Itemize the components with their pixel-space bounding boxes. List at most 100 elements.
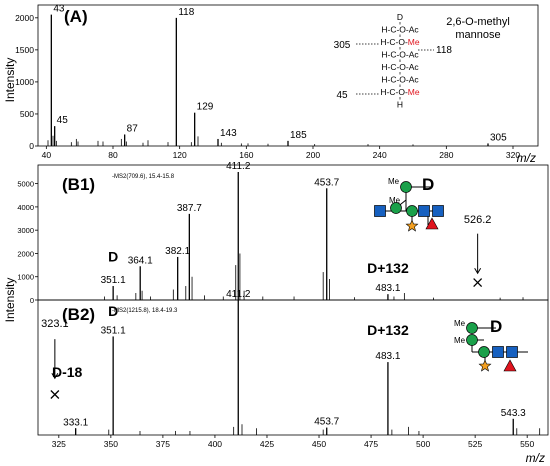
methyl-label: Me (389, 196, 401, 205)
peak-label: 453.7 (314, 177, 339, 188)
structure-text: H (397, 100, 403, 110)
panel-b1-annotations: D D+132 526.2 (108, 214, 492, 288)
panel-b2-annotations: 323.1 D-18 D D+132 (41, 303, 409, 399)
x-tick-label: 550 (520, 439, 534, 449)
x-tick-label: 160 (239, 150, 253, 160)
panel-b2-xlabel: m/z (526, 451, 545, 465)
glcnac-icon (432, 205, 444, 217)
glycan-diagram-b1: Me Me D (374, 175, 444, 232)
structure-row: H-C-O-Ac (381, 75, 419, 85)
panel-b1-label: (B1) (62, 175, 95, 194)
peak-label: 382.1 (165, 246, 190, 257)
mannose-icon (400, 181, 412, 193)
structure-text: H-C-O- (380, 87, 408, 97)
peak-label: 87 (127, 123, 139, 134)
peak-label: 143 (220, 128, 237, 139)
structure-text: H-C-O-Ac (381, 25, 419, 35)
peak-label: 483.1 (375, 283, 400, 294)
peak-label: 351.1 (101, 325, 126, 336)
mannose-icon (478, 346, 490, 358)
arrow-head (474, 267, 482, 275)
methyl-group: Me (408, 37, 420, 47)
annotation: D (108, 303, 118, 319)
x-tick-label: 350 (104, 439, 118, 449)
y-tick-label: 2000 (17, 249, 34, 258)
structure-row: H (397, 100, 403, 110)
fucose-icon (503, 359, 517, 372)
x-tick-label: 120 (173, 150, 187, 160)
x-tick-label: 325 (52, 439, 66, 449)
peak-label: 129 (197, 102, 214, 113)
structure-row: H-C-O-Ac (381, 62, 419, 72)
peak-label: 453.7 (314, 417, 339, 428)
structure-text: H-C-O-Ac (381, 75, 419, 85)
x-tick-label: 200 (306, 150, 320, 160)
x-tick-label: 400 (208, 439, 222, 449)
glcnac-icon (374, 205, 386, 217)
panel-a: (A) Intensity 0 500 1000 1500 2000 40 80 120 160… (3, 4, 539, 165)
annotation: D-18 (52, 364, 83, 380)
structure-row: H-C-O-Me (380, 87, 419, 97)
fucose-icon (425, 217, 439, 230)
structure-text: H-C-O-Ac (381, 62, 419, 72)
panel-b-ylabel: Intensity (3, 278, 17, 323)
structure-text: D (397, 12, 403, 22)
x-tick-label: 375 (156, 439, 170, 449)
y-tick-label: 1500 (15, 45, 34, 55)
y-tick-label: 3000 (17, 226, 34, 235)
peak-label: 411.2 (226, 289, 251, 300)
glycan-diagram-b2: Me Me D (454, 317, 528, 372)
absent-peak-marker (50, 390, 60, 399)
panel-b1: (B1) -MS2(709.6), 15.4-15.8 0 1000 2000 300… (17, 161, 549, 305)
panel-b2-peaks: 333.1 351.1 411.2 453.7 483.1 543.3 (63, 289, 541, 435)
panel-b2-scan-header: -MS2(1215.8), 18.4-19.3 (112, 308, 178, 314)
glycan-d-label: D (422, 175, 434, 194)
x-tick-label: 500 (416, 439, 430, 449)
fragment-label: 118 (436, 45, 452, 56)
panel-a-axes: 0 500 1000 1500 2000 40 80 120 160 200 240 280 320 (15, 4, 539, 160)
mannose-icon (466, 334, 478, 346)
peak-label: 543.3 (501, 408, 526, 419)
peak-label: 118 (178, 7, 194, 18)
peak-label: 483.1 (375, 351, 400, 362)
panel-a-xlabel: m/z (517, 151, 536, 165)
structure-title: 2,6-O-methyl (446, 16, 510, 28)
arrow-head (51, 373, 59, 380)
x-tick-label: 280 (439, 150, 453, 160)
x-tick-label: 40 (42, 150, 52, 160)
y-tick-label: 1000 (17, 273, 34, 282)
methyl-group: Me (408, 87, 420, 97)
glcnac-icon (418, 205, 430, 217)
structure-text: H-C-O- (380, 37, 408, 47)
peak-label: 43 (53, 4, 65, 15)
panel-b1-axes: 0 1000 2000 3000 4000 5000 (17, 164, 549, 305)
glcnac-icon (492, 346, 504, 358)
structure-row: H-C-O-Ac (381, 25, 419, 35)
annotation: D+132 (367, 260, 409, 276)
annotation: 323.1 (41, 318, 69, 330)
mannose-icon (466, 322, 478, 334)
peak-label: 185 (290, 130, 307, 141)
structure-row: D (397, 12, 403, 22)
annotation: 526.2 (464, 214, 492, 226)
panel-b2: (B2) -MS2(1215.8), 18.4-19.3 325 350 375 40… (37, 289, 549, 465)
y-tick-label: 0 (30, 296, 34, 305)
panel-b1-scan-header: -MS2(709.6), 15.4-15.8 (112, 174, 175, 180)
x-tick-label: 475 (364, 439, 378, 449)
annotation: D (108, 249, 118, 265)
panel-a-ylabel: Intensity (3, 58, 17, 103)
fragment-label: 45 (336, 90, 348, 101)
peak-label: 364.1 (128, 255, 153, 266)
y-tick-label: 4000 (17, 203, 34, 212)
mannose-icon (406, 205, 418, 217)
structure-title: mannose (455, 29, 500, 41)
xylose-icon (405, 219, 419, 232)
y-tick-label: 2000 (15, 13, 34, 23)
x-tick-label: 450 (312, 439, 326, 449)
x-tick-label: 525 (468, 439, 482, 449)
peak-label: 45 (57, 115, 69, 126)
peak-label: 305 (490, 132, 507, 143)
